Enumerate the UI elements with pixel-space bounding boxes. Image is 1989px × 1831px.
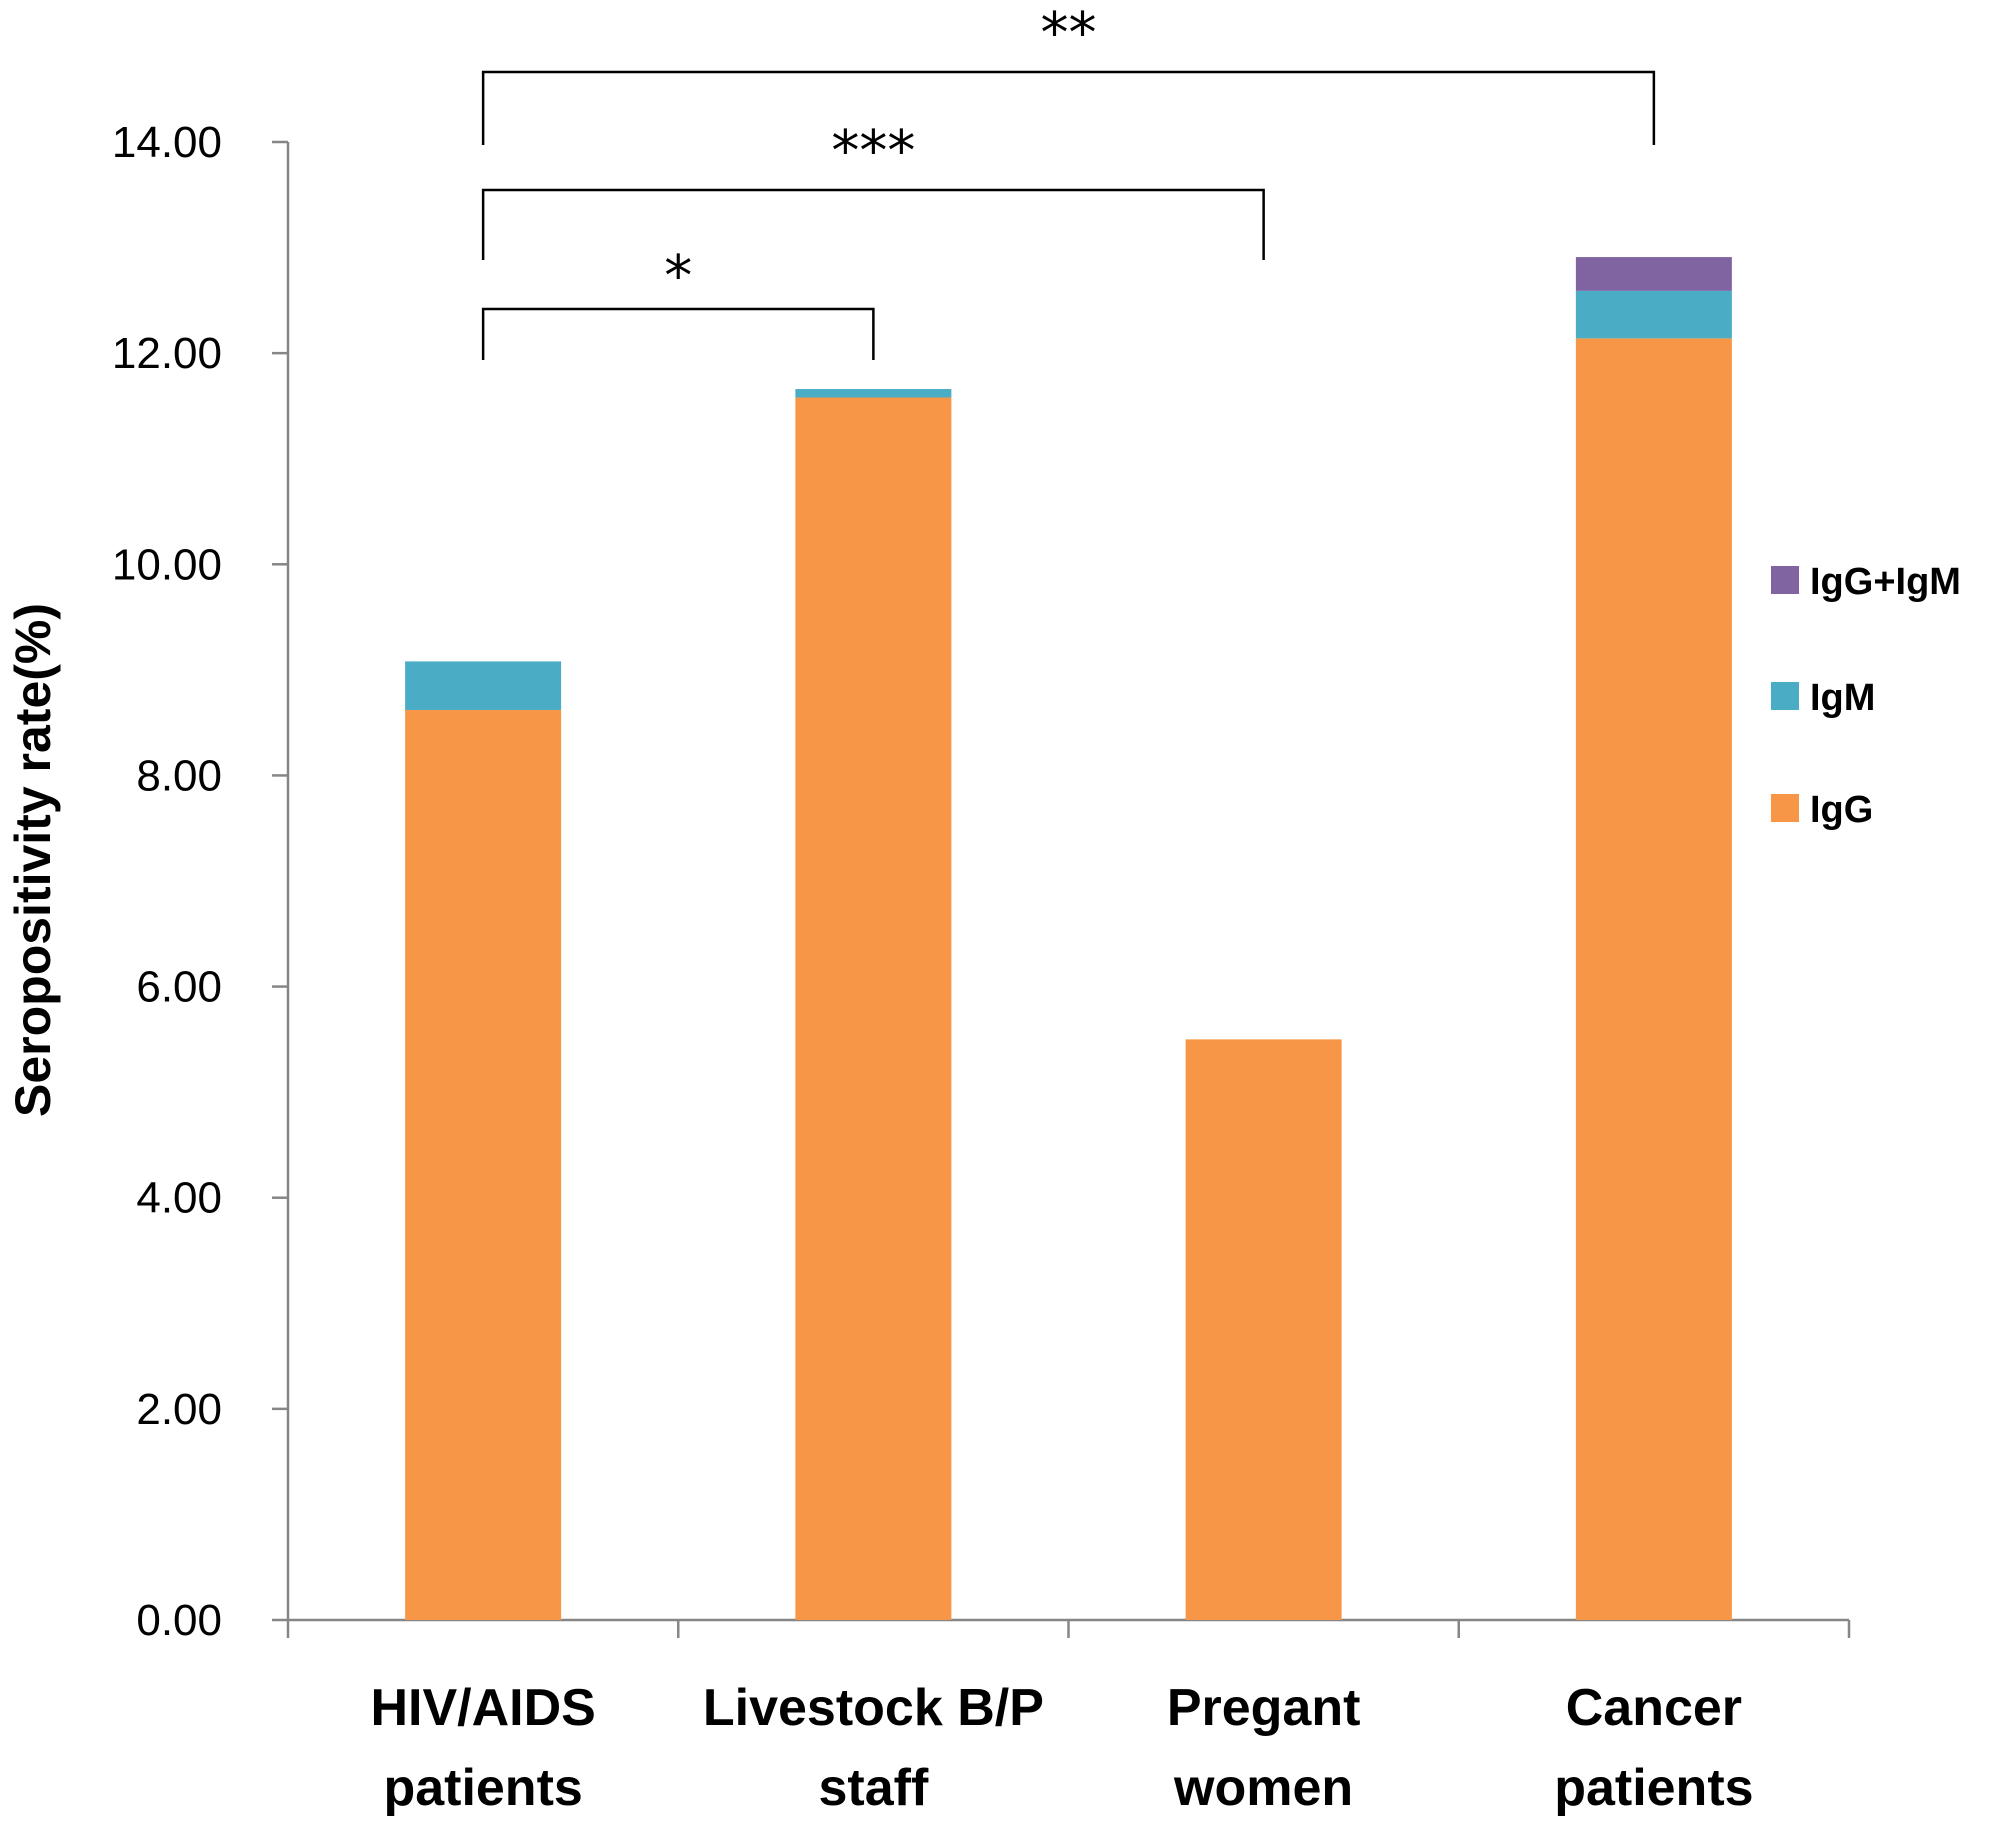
significance-label: ** xyxy=(1041,1,1097,66)
legend-swatch-igg xyxy=(1771,794,1799,822)
x-category-label: HIV/AIDS xyxy=(370,1679,595,1737)
bar-igg xyxy=(795,397,952,1620)
y-tick-label: 10.00 xyxy=(112,540,222,589)
y-tick-label: 8.00 xyxy=(136,751,222,800)
x-category-label: patients xyxy=(1554,1759,1753,1817)
legend-label-igg: IgG xyxy=(1810,789,1873,831)
bar-igg xyxy=(1575,338,1732,1621)
significance-layer: ****** xyxy=(481,1,1656,360)
y-tick-label: 2.00 xyxy=(136,1385,222,1434)
bars-layer xyxy=(405,257,1732,1621)
legend: IgG+IgM IgM IgG xyxy=(1771,561,1961,831)
legend-label-igm: IgM xyxy=(1810,677,1875,719)
x-category-label: Cancer xyxy=(1566,1679,1742,1737)
legend-swatch-igg-igm xyxy=(1771,566,1799,594)
bar-igm xyxy=(795,389,952,398)
bar-igg xyxy=(1185,1039,1342,1620)
significance-bracket xyxy=(481,307,875,360)
y-axis-label: Seropositivity rate(%) xyxy=(5,603,61,1117)
y-tick-label: 12.00 xyxy=(112,329,222,378)
y-tick-label: 14.00 xyxy=(112,118,222,167)
bar-igg-igm xyxy=(1575,257,1732,291)
x-category-label: women xyxy=(1173,1759,1353,1817)
significance-label: * xyxy=(664,244,692,309)
x-category-label: Pregant xyxy=(1167,1679,1361,1737)
y-tick-label: 6.00 xyxy=(136,963,222,1012)
y-tick-label: 4.00 xyxy=(136,1174,222,1223)
bar-igm xyxy=(405,661,562,710)
axes-layer: 0.00 2.00 4.00 6.00 8.00 10.00 12.00 14.00 HIV/A… xyxy=(112,118,1851,1817)
bar-igg xyxy=(405,709,562,1620)
legend-swatch-igm xyxy=(1771,682,1799,710)
x-category-label: patients xyxy=(383,1759,582,1817)
significance-bracket xyxy=(481,188,1265,260)
y-tick-label: 0.00 xyxy=(136,1596,222,1645)
legend-label-igg-igm: IgG+IgM xyxy=(1810,561,1961,603)
significance-bracket xyxy=(481,70,1656,145)
significance-label: *** xyxy=(831,119,915,184)
x-category-label: Livestock B/P xyxy=(703,1679,1044,1737)
x-category-label: staff xyxy=(818,1759,928,1817)
bar-igm xyxy=(1575,290,1732,339)
